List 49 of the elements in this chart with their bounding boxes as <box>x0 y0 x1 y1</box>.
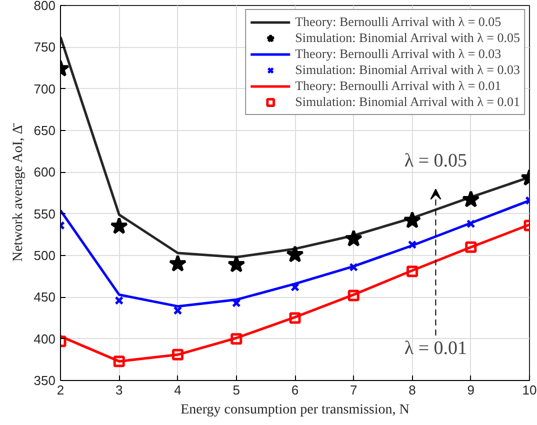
y-axis-title: Network average AoI, Δ̄ <box>10 122 26 262</box>
legend-label: Theory: Bernoulli Arrival with λ = 0.01 <box>295 78 502 94</box>
x-tick-label: 3 <box>116 382 123 398</box>
point <box>344 230 362 247</box>
point <box>465 241 477 253</box>
y-tick-label: 600 <box>34 164 56 180</box>
point <box>406 266 418 278</box>
legend-label: Simulation: Binomial Arrival with λ = 0.03 <box>295 62 520 78</box>
x-tick-label: 2 <box>56 382 64 398</box>
x-tick-label: 5 <box>232 382 240 398</box>
annotation: λ = 0.05 <box>404 150 468 172</box>
annotation: λ = 0.01 <box>404 338 468 360</box>
point <box>466 219 476 228</box>
point <box>403 211 422 228</box>
y-tick-label: 350 <box>34 373 56 388</box>
point <box>289 312 301 324</box>
legend-label: Simulation: Binomial Arrival with λ = 0.05 <box>295 30 520 46</box>
legend-label: Simulation: Binomial Arrival with λ = 0.01 <box>295 94 520 110</box>
x-tick-label: 10 <box>522 382 537 398</box>
legend-label: Theory: Bernoulli Arrival with λ = 0.03 <box>295 46 502 62</box>
y-tick-label: 750 <box>34 40 56 55</box>
point <box>168 254 187 272</box>
point <box>172 348 184 360</box>
point <box>173 306 182 315</box>
y-tick-label: 650 <box>34 123 56 138</box>
y-tick-label: 450 <box>34 290 56 305</box>
point <box>286 245 304 262</box>
point <box>113 356 125 368</box>
x-axis-title: Energy consumption per transmission, N <box>180 402 410 418</box>
y-tick-label: 800 <box>34 0 56 13</box>
point <box>110 217 128 234</box>
point <box>462 190 480 208</box>
point <box>349 262 358 272</box>
x-tick-label: 4 <box>174 382 182 398</box>
x-tick-label: 7 <box>350 382 358 398</box>
point <box>348 290 360 302</box>
x-tick-label: 8 <box>408 382 416 398</box>
y-tick-label: 500 <box>34 248 56 263</box>
y-tick-label: 400 <box>34 331 56 346</box>
point <box>290 282 300 292</box>
point <box>230 333 242 345</box>
x-tick-label: 6 <box>291 382 299 398</box>
point <box>408 240 417 250</box>
y-tick-label: 550 <box>34 206 56 222</box>
point <box>228 255 246 272</box>
point <box>114 296 124 305</box>
y-tick-label: 700 <box>34 81 56 96</box>
legend-label: Theory: Bernoulli Arrival with λ = 0.05 <box>295 14 502 30</box>
x-tick-label: 9 <box>467 382 474 398</box>
